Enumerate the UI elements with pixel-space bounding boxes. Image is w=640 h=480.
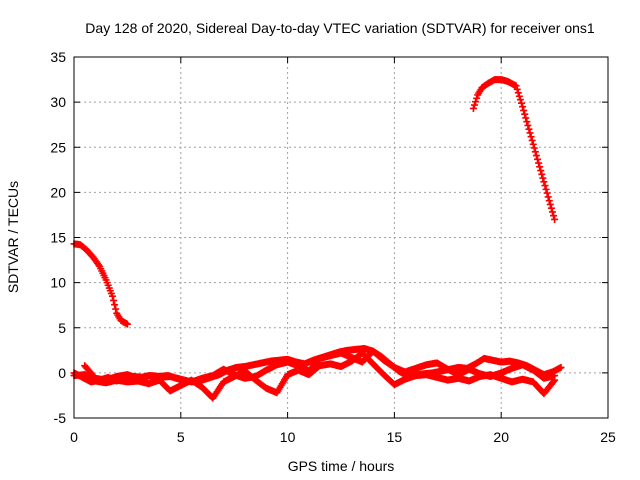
data-point bbox=[546, 200, 554, 208]
data-point bbox=[95, 261, 103, 269]
y-tick-label: 15 bbox=[50, 230, 66, 246]
x-tick-label: 10 bbox=[280, 429, 296, 445]
data-point bbox=[550, 212, 558, 220]
data-point bbox=[524, 121, 532, 129]
plot-frame bbox=[73, 56, 609, 419]
data-point bbox=[548, 208, 556, 216]
data-point bbox=[544, 193, 552, 201]
y-tick-label: -5 bbox=[54, 410, 67, 426]
data-point bbox=[531, 148, 539, 156]
data-point bbox=[471, 101, 478, 109]
series-arc-low-c bbox=[81, 347, 559, 386]
data-point bbox=[522, 114, 530, 122]
data-point bbox=[541, 182, 549, 190]
series-arc-late-high bbox=[469, 76, 559, 223]
y-tick-label: 10 bbox=[50, 275, 66, 291]
x-tick-label: 25 bbox=[600, 429, 616, 445]
data-point bbox=[532, 152, 540, 160]
data-point bbox=[516, 96, 524, 104]
data-point bbox=[520, 106, 528, 114]
data-point bbox=[111, 301, 119, 309]
y-tick-label: 0 bbox=[58, 365, 66, 381]
data-point bbox=[517, 99, 525, 107]
data-point bbox=[110, 296, 118, 304]
y-tick-label: 30 bbox=[50, 94, 66, 110]
data-point bbox=[519, 103, 527, 111]
data-point bbox=[547, 204, 555, 212]
data-point bbox=[469, 104, 477, 112]
data-point bbox=[557, 363, 565, 371]
data-point bbox=[535, 159, 543, 167]
data-point bbox=[515, 92, 523, 100]
data-point bbox=[536, 163, 544, 171]
data-point bbox=[123, 320, 131, 328]
series-layer bbox=[70, 76, 565, 402]
data-point bbox=[539, 174, 547, 182]
grid-layer bbox=[74, 57, 608, 418]
y-tick-label: 20 bbox=[50, 184, 66, 200]
data-point bbox=[512, 82, 520, 90]
data-point bbox=[472, 98, 480, 106]
chart-title: Day 128 of 2020, Sidereal Day-to-day VTE… bbox=[85, 20, 595, 36]
data-point bbox=[525, 125, 533, 133]
data-point bbox=[527, 133, 535, 141]
data-point bbox=[108, 292, 116, 300]
data-point bbox=[538, 170, 546, 178]
data-point bbox=[473, 94, 481, 102]
data-point bbox=[529, 140, 537, 148]
data-point bbox=[545, 197, 553, 205]
data-point bbox=[540, 178, 548, 186]
data-point bbox=[551, 215, 559, 223]
data-point bbox=[543, 189, 551, 197]
y-tick-label: 35 bbox=[50, 49, 66, 65]
y-tick-label: 25 bbox=[50, 139, 66, 155]
y-tick-label: 5 bbox=[58, 320, 66, 336]
data-point bbox=[537, 167, 545, 175]
data-point bbox=[526, 129, 534, 137]
series-arc-early-high bbox=[70, 240, 131, 328]
x-tick-label: 0 bbox=[70, 429, 78, 445]
data-point bbox=[542, 185, 550, 193]
data-point bbox=[530, 144, 538, 152]
x-tick-label: 20 bbox=[493, 429, 509, 445]
data-point bbox=[528, 136, 536, 144]
data-point bbox=[551, 372, 559, 380]
data-point bbox=[534, 155, 542, 163]
data-point bbox=[514, 89, 522, 97]
y-axis-title: SDTVAR / TECUs bbox=[5, 181, 21, 293]
data-point bbox=[521, 110, 529, 118]
x-axis-title: GPS time / hours bbox=[288, 458, 395, 474]
x-tick-label: 15 bbox=[387, 429, 403, 445]
data-point bbox=[523, 118, 531, 126]
x-tick-label: 5 bbox=[177, 429, 185, 445]
data-point bbox=[513, 85, 521, 93]
data-point bbox=[112, 305, 120, 313]
